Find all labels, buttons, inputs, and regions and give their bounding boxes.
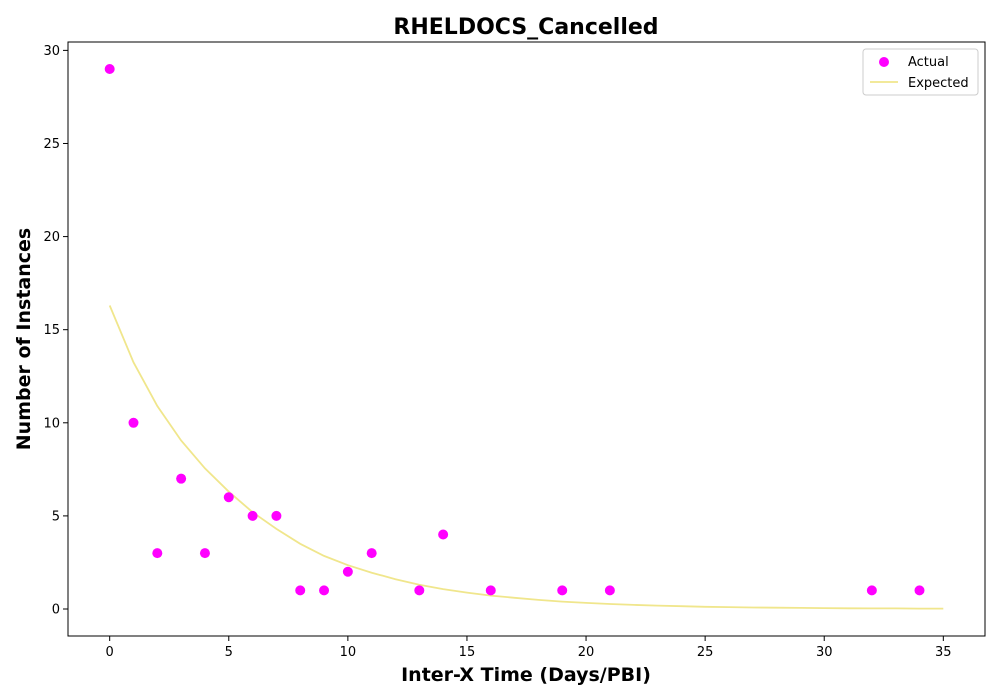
- x-tick-label: 0: [106, 645, 114, 660]
- y-axis: 0 5 10 15 20 25 30: [43, 44, 68, 618]
- actual-point: [104, 64, 115, 74]
- actual-point: [128, 417, 139, 428]
- x-tick-label: 10: [340, 645, 357, 660]
- y-tick-label: 30: [43, 44, 60, 59]
- actual-point: [866, 585, 877, 596]
- legend-marker-actual: [879, 57, 889, 67]
- x-tick-label: 35: [935, 645, 952, 660]
- legend-label-actual: Actual: [908, 55, 949, 70]
- x-tick-label: 5: [225, 645, 233, 660]
- actual-point: [438, 529, 449, 540]
- chart-title: RHELDOCS_Cancelled: [393, 15, 658, 40]
- actual-point: [176, 473, 187, 484]
- actual-point: [199, 548, 210, 559]
- x-tick-label: 30: [816, 645, 833, 660]
- x-axis-label: Inter-X Time (Days/PBI): [401, 664, 651, 686]
- actual-point: [914, 585, 925, 596]
- y-tick-label: 10: [43, 416, 60, 431]
- actual-point: [366, 548, 377, 559]
- series-layer: [104, 64, 944, 610]
- y-axis-label: Number of Instances: [13, 228, 35, 450]
- legend-label-expected: Expected: [908, 76, 969, 91]
- legend-box: [862, 48, 979, 96]
- x-tick-label: 20: [578, 645, 595, 660]
- actual-point: [295, 585, 306, 596]
- actual-point: [604, 585, 615, 596]
- x-axis: 0 5 10 15 20 25 30 35: [106, 636, 952, 660]
- actual-point: [152, 548, 163, 559]
- y-tick-label: 5: [52, 509, 60, 524]
- y-tick-label: 0: [52, 603, 60, 618]
- actual-point: [271, 510, 282, 521]
- actual-point: [319, 585, 330, 596]
- y-tick-label: 25: [43, 137, 60, 152]
- expected-line: [108, 305, 944, 610]
- plot-area: [67, 41, 986, 637]
- actual-point: [557, 585, 568, 596]
- y-tick-label: 15: [43, 323, 60, 338]
- legend: Actual Expected: [862, 48, 979, 96]
- x-tick-label: 25: [697, 645, 714, 660]
- actual-point: [414, 585, 425, 596]
- actual-point: [223, 492, 234, 503]
- x-tick-label: 15: [459, 645, 476, 660]
- actual-point: [247, 510, 258, 521]
- y-tick-label: 20: [43, 230, 60, 245]
- actual-point: [485, 585, 496, 596]
- actual-point: [342, 566, 353, 577]
